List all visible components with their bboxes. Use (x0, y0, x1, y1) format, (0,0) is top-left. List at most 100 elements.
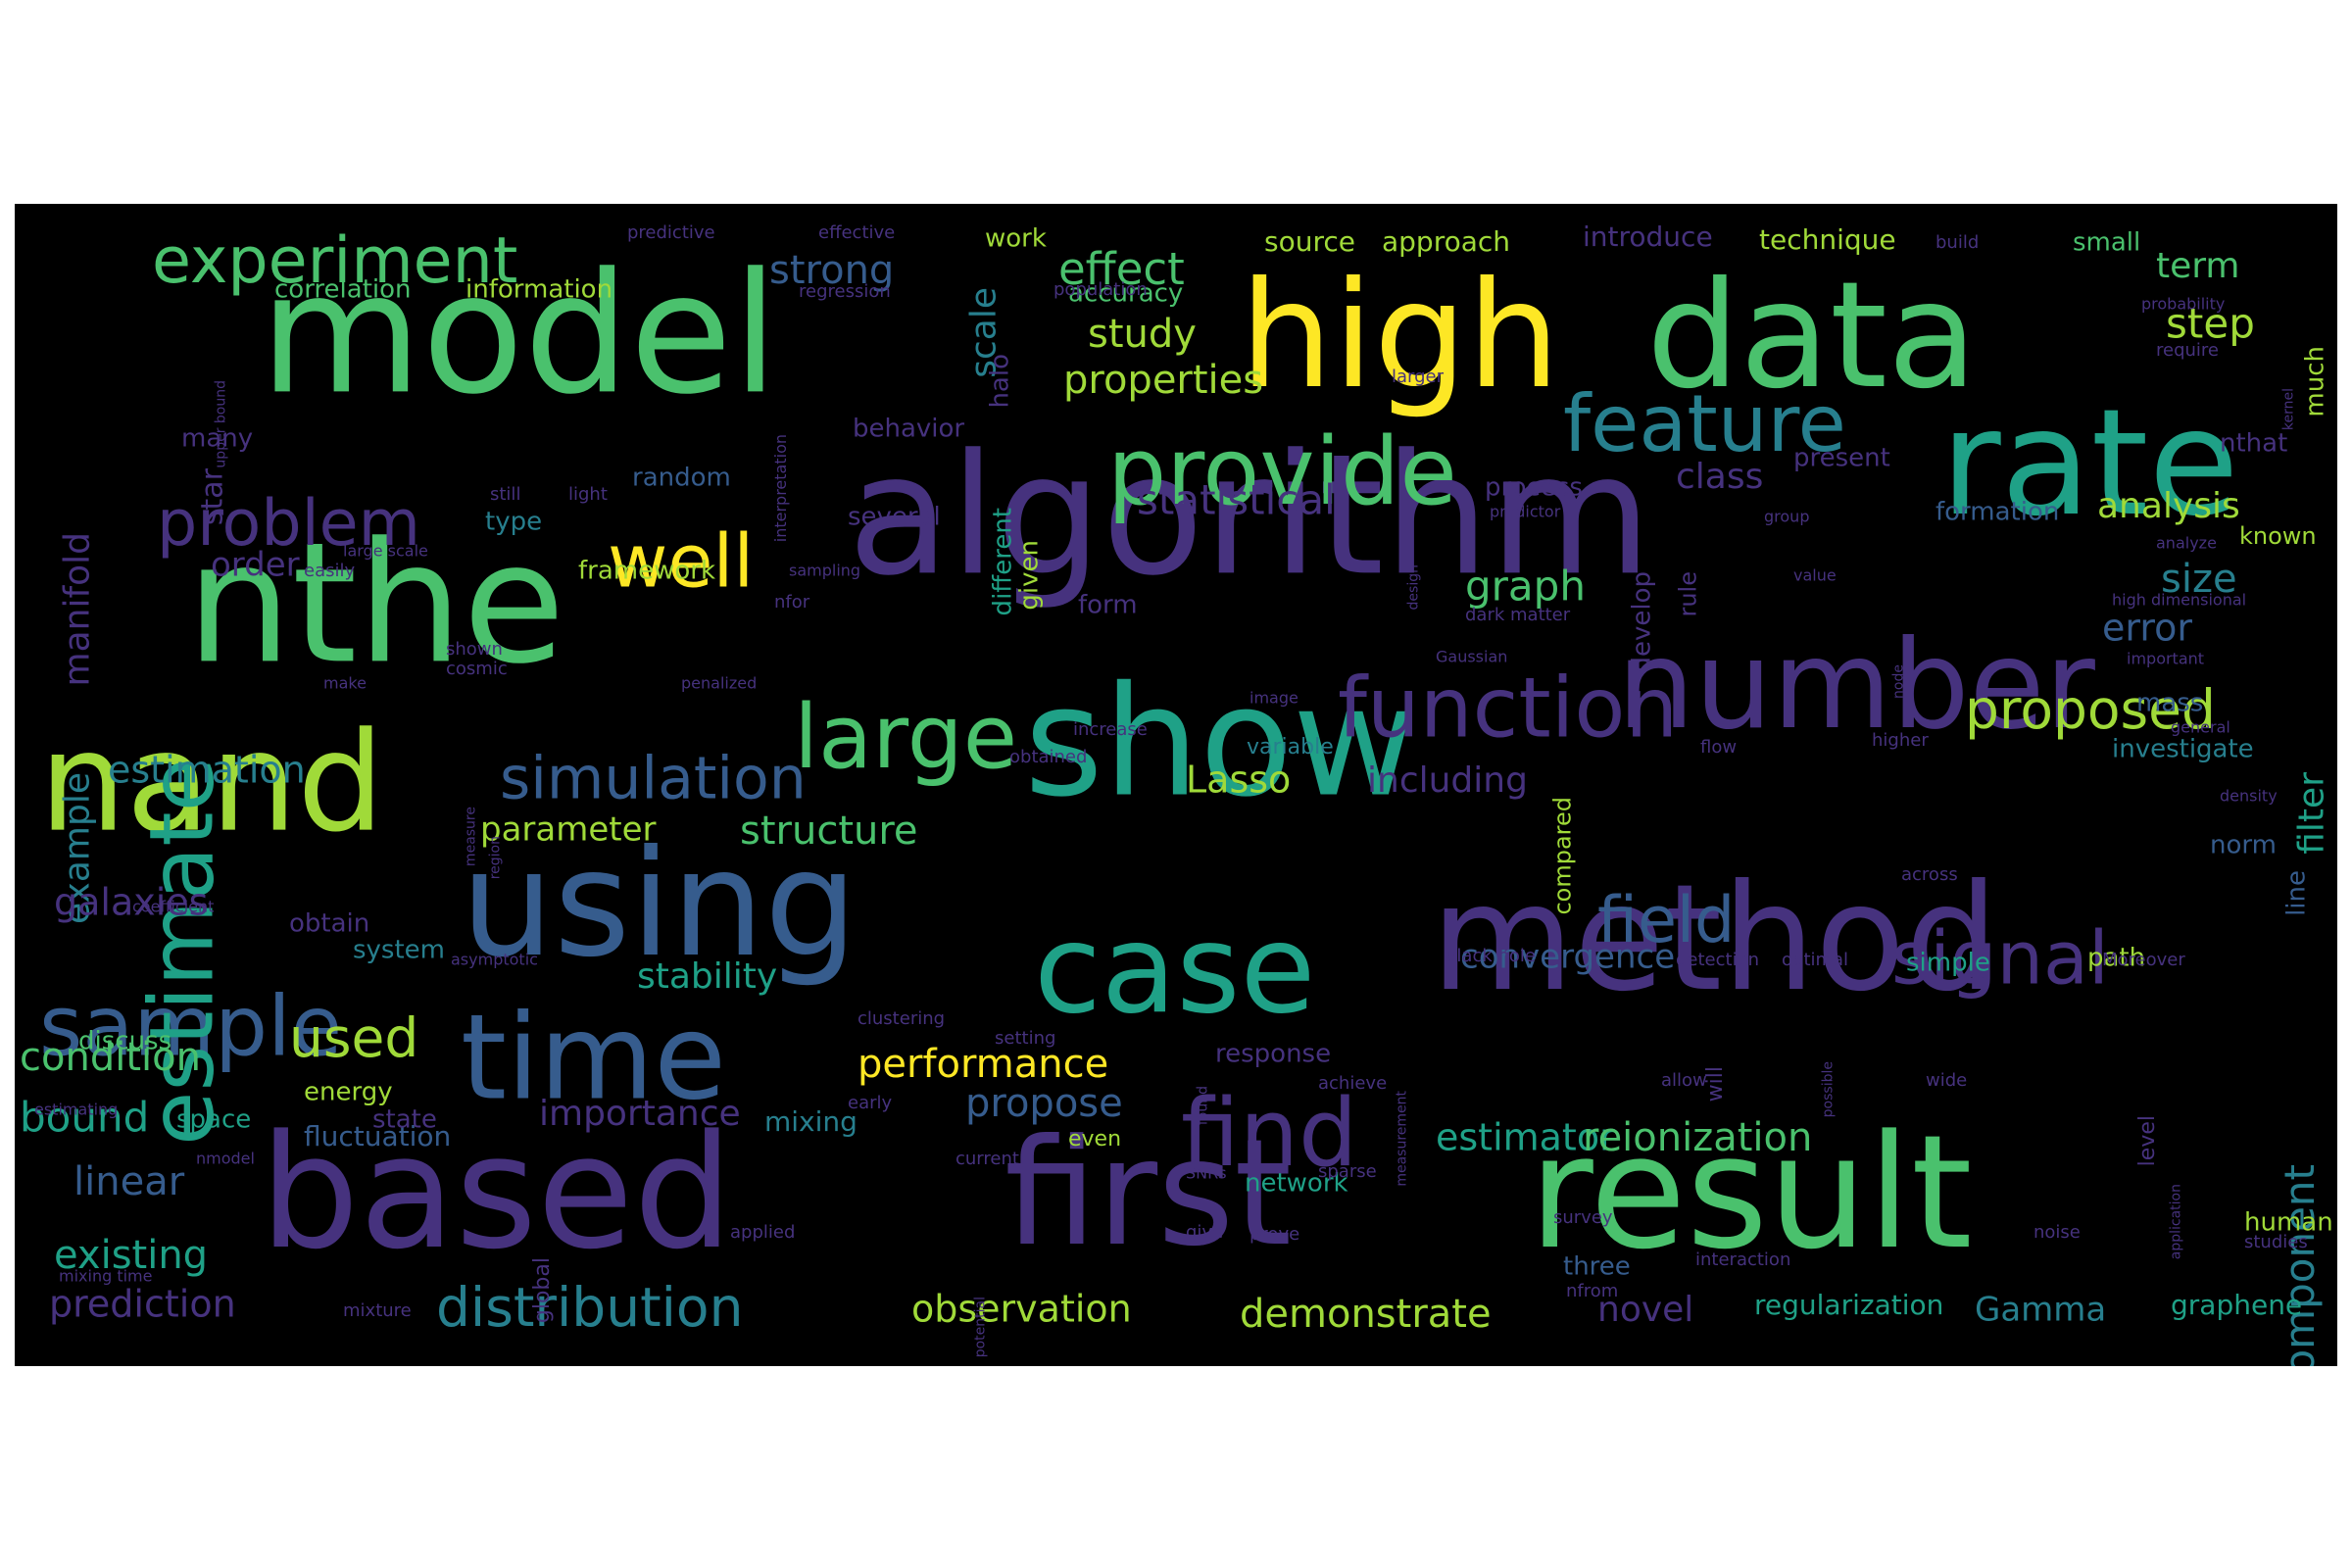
word-estimate: estimate (130, 758, 233, 1146)
word-higher: higher (1872, 730, 1929, 751)
word-large: large (794, 686, 1017, 789)
word-early: early (848, 1093, 893, 1113)
word-investigate: investigate (2112, 735, 2254, 764)
word-process: process (1485, 473, 1583, 503)
word-term: term (2156, 246, 2240, 286)
word-simple: simple (1906, 949, 1990, 978)
word-example: example (58, 772, 98, 924)
word-estimating: estimating (34, 1101, 118, 1119)
word-strong: strong (769, 248, 894, 293)
word-propose: propose (965, 1081, 1123, 1126)
word-build: build (1936, 232, 1979, 253)
word-convergence: convergence (1460, 938, 1675, 977)
word-well: well (608, 518, 754, 605)
word-effect: effect (1058, 243, 1185, 295)
word-sparse: sparse (1318, 1161, 1377, 1182)
word-observation: observation (911, 1288, 1132, 1331)
word-data: data (1646, 251, 1978, 421)
word-framework: framework (578, 557, 715, 586)
word-mixing: mixing (764, 1105, 858, 1138)
word-population: population (1054, 279, 1148, 300)
word-graph: graph (1465, 563, 1586, 611)
word-coefficient: coefficient (132, 898, 214, 916)
word-density: density (2220, 787, 2278, 806)
word-several: several (848, 503, 941, 532)
word-demonstrate: demonstrate (1240, 1292, 1492, 1337)
word-given: given (1014, 540, 1044, 611)
word-random: random (632, 464, 731, 493)
word-formation: formation (1936, 498, 2059, 527)
word-studies: studies (2244, 1232, 2308, 1252)
word-galaxies: galaxies (54, 881, 208, 924)
word-probability: probability (2141, 295, 2225, 314)
word-bound: bound (20, 1094, 149, 1142)
word-dark-matter: dark matter (1465, 605, 1571, 625)
word-performance: performance (858, 1042, 1108, 1087)
word-snrs: SNRs (1186, 1164, 1227, 1183)
word-region: region (488, 836, 504, 879)
word-case: case (1034, 899, 1315, 1041)
word-much: much (2300, 346, 2329, 417)
word-even: even (1068, 1127, 1121, 1152)
word-network: network (1245, 1169, 1348, 1199)
word-analysis: analysis (2097, 486, 2240, 526)
word-present: present (1793, 444, 1890, 473)
word-system: system (353, 936, 445, 965)
word-approach: approach (1382, 225, 1510, 258)
word-obtained: obtained (1009, 747, 1087, 767)
word-general: general (2171, 718, 2230, 737)
word-sample: sample (39, 978, 342, 1075)
word-potential: potential (973, 1297, 989, 1357)
word-work: work (985, 224, 1047, 254)
word-noise: noise (2034, 1222, 2081, 1243)
word-norm: norm (2210, 831, 2277, 860)
word-properties: properties (1063, 358, 1263, 403)
cloud-background (15, 204, 2337, 1366)
word-experiment: experiment (152, 224, 517, 298)
word-reionization: reionization (1583, 1115, 1812, 1160)
word-prove: prove (1250, 1224, 1299, 1245)
word-moreover: Moreover (2102, 950, 2185, 970)
word-space: space (176, 1105, 251, 1135)
word-kernel: kernel (2281, 388, 2297, 430)
word-group: group (1764, 508, 1809, 526)
word-source: source (1264, 225, 1355, 258)
word-structure: structure (740, 808, 918, 854)
word-larger: larger (1392, 367, 1445, 387)
word-require: require (2156, 340, 2219, 361)
word-provide: provide (1107, 418, 1457, 526)
word-used: used (289, 1006, 418, 1069)
word-proposed: proposed (1965, 678, 2216, 741)
word-state: state (372, 1105, 437, 1135)
word-penalized: penalized (681, 674, 757, 693)
word-give: give (1186, 1222, 1223, 1243)
word-technique: technique (1759, 223, 1896, 256)
word-node: node (1891, 664, 1907, 699)
word-field: field (1597, 884, 1735, 957)
word-importance: importance (539, 1094, 741, 1134)
word-across: across (1901, 864, 1958, 885)
word-halo: halo (985, 354, 1014, 409)
word-introduce: introduce (1583, 220, 1713, 253)
word-three: three (1563, 1252, 1631, 1282)
word-optimal: optimal (1782, 950, 1848, 970)
word-estimator: estimator (1436, 1116, 1615, 1159)
word-form: form (1078, 591, 1138, 620)
word-order: order (211, 546, 300, 585)
word-path: path (2087, 944, 2145, 973)
word-nfor: nfor (774, 592, 810, 612)
word-still: still (490, 484, 520, 505)
word-accuracy: accuracy (1068, 279, 1183, 309)
word-cosmic: cosmic (446, 659, 508, 679)
word-including: including (1367, 760, 1528, 801)
word-manifold: manifold (58, 532, 98, 687)
word-achieve: achieve (1318, 1073, 1387, 1094)
word-distribution: distribution (436, 1276, 743, 1339)
word-global: global (530, 1257, 555, 1323)
word-nthat: nthat (2220, 429, 2287, 459)
word-mixing-time: mixing time (59, 1267, 152, 1286)
word-predictor: predictor (1490, 503, 1561, 521)
word-sampling: sampling (789, 562, 860, 580)
word-found: found (1196, 1086, 1211, 1125)
word-setting: setting (995, 1028, 1055, 1049)
